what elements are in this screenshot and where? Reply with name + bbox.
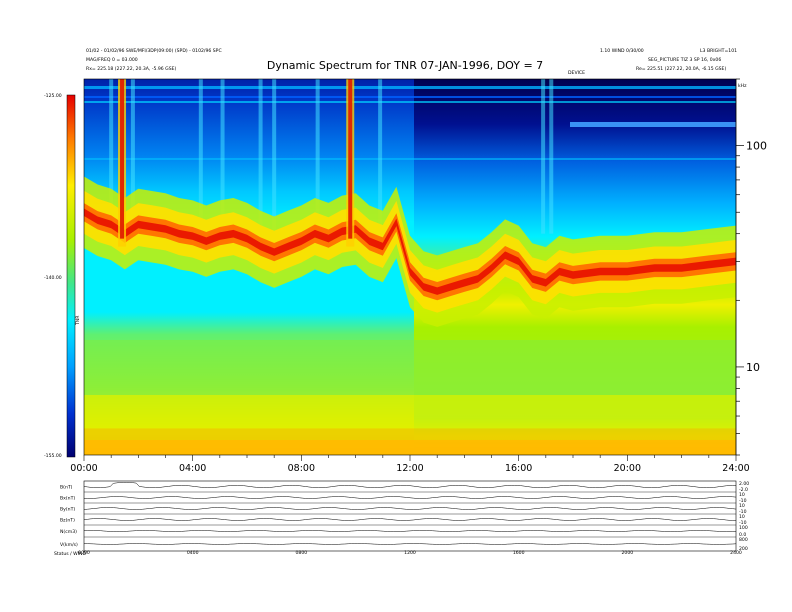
- weak-burst-7: [378, 79, 383, 234]
- header-right-col2: L3 BRIGHT=101: [700, 48, 737, 54]
- panel-trace-0: [83, 482, 736, 488]
- colorbar: [66, 94, 76, 458]
- panel-trace-4: [83, 530, 737, 532]
- panel-bottom-tick-5: 2000: [621, 550, 633, 556]
- spectrogram: [84, 79, 736, 455]
- header-right-line3: Re= 225.51 (227.22, 20.0A, -6.15 GSE): [636, 66, 726, 72]
- panel-label-2: By(nT): [60, 507, 75, 513]
- panel-trace-1: [83, 496, 737, 499]
- header-left-line2: MAG/FREQ 0 = 03.000: [86, 57, 138, 63]
- header-left-line1: 01/02 - 01/02/96 SWE/MFI/3DP(09:00) (SPD…: [86, 48, 222, 54]
- colorbar-tick-mid: -140.00: [44, 275, 62, 281]
- weak-burst-6: [315, 79, 320, 234]
- weak-burst-1: [130, 79, 135, 234]
- y-axis-unit: kHz: [738, 83, 747, 89]
- weak-burst-3: [220, 79, 225, 234]
- chart-title: Dynamic Spectrum for TNR 07-JAN-1996, DO…: [267, 59, 543, 72]
- panel-label-3: Bz(nT): [60, 518, 75, 524]
- colorbar-label: TNR: [75, 315, 81, 326]
- panel-label-1: Bx(nT): [60, 496, 75, 502]
- panel-label-5: V(km/s): [60, 542, 78, 548]
- colorbar-tick-top: -125.00: [44, 93, 62, 99]
- header-left-line3: Rx= 225.18 (227.22, 20.3A, -5.96 GSE): [86, 66, 177, 72]
- x-tick-label-2: 08:00: [288, 463, 315, 474]
- panel-right-top-2: 10: [739, 503, 745, 509]
- panel-label-4: N(cm3): [60, 529, 77, 535]
- panel-right-top-1: 10: [739, 492, 745, 498]
- x-tick-label-1: 04:00: [179, 463, 206, 474]
- panels-frame: [83, 480, 737, 552]
- type-iii-burst-1: [348, 79, 353, 239]
- header-right-line2: SEG_PICTURE TIZ 3 SP 16, 0x06: [648, 57, 721, 63]
- type-iii-burst-0: [120, 79, 125, 239]
- header-right-col1: 1.10 WIND 0/30/00: [600, 48, 644, 54]
- frequency-axis: 100 10: [735, 78, 767, 456]
- x-tick-label-6: 24:00: [722, 463, 749, 474]
- weak-burst-2: [198, 79, 203, 234]
- panel-bottom-tick-2: 0800: [295, 550, 307, 556]
- panel-right-bottom-2: -10: [739, 509, 747, 515]
- panel-trace-5: [83, 543, 737, 545]
- weak-burst-8: [541, 79, 546, 234]
- panel-bottom-tick-6: 2400: [730, 550, 742, 556]
- panel-right-top-0: 2.00: [739, 481, 749, 487]
- panel-bottom-tick-3: 1200: [404, 550, 416, 556]
- x-tick-label-5: 20:00: [614, 463, 641, 474]
- panel-trace-2: [83, 507, 737, 510]
- plasma-band-core: [84, 208, 736, 295]
- panel-right-bottom-3: -10: [739, 520, 747, 526]
- panel-right-bottom-1: -10: [739, 498, 747, 504]
- solar-wind-panels: B(nT)2.00-2.0Bx(nT)10-10By(nT)10-10Bz(nT…: [54, 480, 749, 557]
- x-tick-label-3: 12:00: [396, 463, 423, 474]
- low-frequency-band: [84, 428, 736, 455]
- panel-right-top-3: 10: [739, 514, 745, 520]
- panel-bottom-tick-4: 1600: [513, 550, 525, 556]
- weak-burst-5: [272, 79, 277, 234]
- panel-bottom-tick-0: 0000: [78, 550, 90, 556]
- y-tick-label-1: 10: [746, 361, 760, 374]
- panel-label-0: B(nT): [60, 485, 73, 491]
- panel-right-top-5: 800: [739, 537, 748, 543]
- weak-burst-9: [549, 79, 554, 234]
- y-tick-label-0: 100: [746, 140, 767, 153]
- time-axis: 00:00 04:00 08:00 12:00 16:00 20:00 24:00: [70, 455, 750, 474]
- panel-right-bottom-5: 200: [739, 546, 748, 552]
- weak-burst-4: [258, 79, 263, 234]
- x-tick-label-0: 00:00: [70, 463, 97, 474]
- x-tick-label-4: 16:00: [505, 463, 532, 474]
- panel-right-bottom-0: -2.0: [739, 487, 748, 493]
- panel-trace-3: [83, 518, 737, 521]
- panel-bottom-tick-1: 0400: [187, 550, 199, 556]
- panel-bottom-left: Status / WIND: [54, 551, 86, 557]
- panel-right-top-4: 100: [739, 525, 748, 531]
- colorbar-tick-bottom: -155.00: [44, 453, 62, 459]
- panel-right-bottom-4: 0.0: [739, 532, 746, 538]
- header-right-tag: DEVICE: [568, 70, 585, 76]
- weak-burst-0: [109, 79, 114, 234]
